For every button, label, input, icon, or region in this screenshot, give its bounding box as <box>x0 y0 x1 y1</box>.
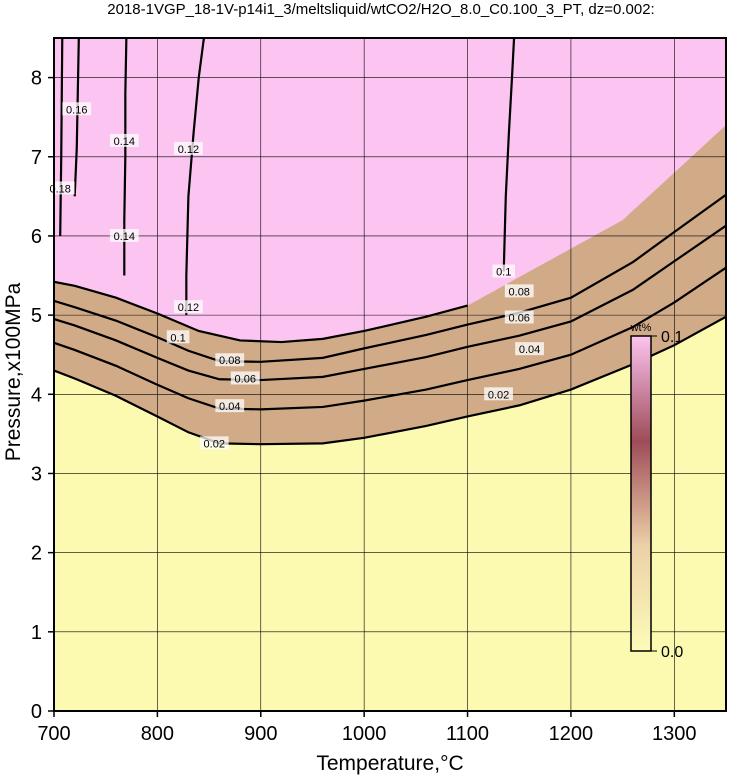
contour-label-text: 0.06 <box>509 312 530 324</box>
contour-label-bg <box>230 371 260 385</box>
contour-label-bg <box>215 353 245 367</box>
y-tick-label: 2 <box>31 543 42 565</box>
contour-label-0.06: 0.06 <box>504 310 534 324</box>
y-tick-label: 8 <box>31 68 42 90</box>
contour-label-text: 0.14 <box>114 136 135 148</box>
colorbar-unit-label: wt% <box>630 322 652 334</box>
y-axis-ticks: 0 1 2 3 4 5 6 7 8 <box>31 68 54 723</box>
colorbar-bar <box>630 335 652 652</box>
colorbar: wt% 0.1 0.0 <box>630 322 684 661</box>
contour-label-0.04: 0.04 <box>215 399 245 413</box>
contour-label-0.1: 0.1 <box>166 330 190 344</box>
contour-label-bg <box>166 330 190 344</box>
contour-label-0.14: 0.14 <box>109 133 139 148</box>
contour-label-bg <box>174 141 203 155</box>
contour-label-bg <box>174 300 203 314</box>
contour-label-0.12: 0.12 <box>174 300 203 314</box>
upper-field-fill <box>54 38 726 343</box>
contour-label-text: 0.16 <box>66 104 87 116</box>
contour-label-bg <box>109 228 139 242</box>
contour-label-0.16: 0.16 <box>62 102 92 116</box>
contour-label-text: 0.02 <box>204 438 225 450</box>
contour-line-0.04 <box>54 266 726 411</box>
contour-lines <box>54 38 726 446</box>
contour-line-0.1 <box>502 38 516 272</box>
contour-line-0.06 <box>54 224 726 382</box>
contour-label-0.02: 0.02 <box>199 436 229 450</box>
contour-label-bg <box>504 310 534 324</box>
contour-label-0.06: 0.06 <box>230 371 260 385</box>
contour-labels: 0.02 0.02 0.04 0.04 0.06 0.06 0.08 0.08 0.1 0.1 0.… <box>45 102 544 450</box>
y-tick-label: 0 <box>31 701 42 723</box>
x-tick-label: 800 <box>141 723 174 745</box>
plot-area: 0.02 0.02 0.04 0.04 0.06 0.06 0.08 0.08 0.1 0.1 0.… <box>45 37 727 712</box>
contour-label-text: 0.18 <box>49 183 70 195</box>
contour-label-text: 0.08 <box>509 286 530 298</box>
x-tick-label: 1200 <box>549 723 594 745</box>
x-tick-label: 1300 <box>652 723 697 745</box>
x-tick-label: 1000 <box>342 723 387 745</box>
contour-label-0.1: 0.1 <box>492 264 516 279</box>
chart-title: 2018-1VGP_18-1V-p14i1_3/meltsliquid/wtCO… <box>107 1 654 18</box>
contour-label-bg <box>504 284 534 298</box>
contour-line-0.16 <box>73 38 80 197</box>
colorbar-min-label: 0.0 <box>661 644 683 661</box>
contour-label-text: 0.12 <box>178 144 199 156</box>
y-tick-label: 3 <box>31 463 42 485</box>
y-tick-label: 5 <box>31 305 42 327</box>
x-tick-label: 1100 <box>446 723 489 745</box>
contour-label-0.12: 0.12 <box>174 141 203 156</box>
contour-line-0.02 <box>54 315 726 446</box>
y-axis-label: Pressure,x100MPa <box>2 282 25 461</box>
y-tick-label: 1 <box>31 622 42 644</box>
contour-label-text: 0.14 <box>114 231 135 243</box>
contour-line-0.1 <box>54 280 468 344</box>
contour-label-0.02: 0.02 <box>484 387 513 401</box>
contour-label-bg <box>199 436 229 450</box>
contour-label-bg <box>215 399 245 413</box>
contour-label-0.08: 0.08 <box>215 353 245 367</box>
y-tick-label: 6 <box>31 226 42 248</box>
contour-label-bg <box>484 387 513 401</box>
contour-label-bg <box>109 133 139 147</box>
contour-label-0.04: 0.04 <box>515 342 544 356</box>
x-axis-ticks: 700 800 900 1000 1100 1200 1300 <box>37 711 697 745</box>
contour-label-text: 0.02 <box>488 389 509 401</box>
contour-label-text: 0.04 <box>219 401 240 413</box>
contour-label-0.18: 0.18 <box>45 181 75 195</box>
plot-frame <box>53 37 727 712</box>
x-tick-label: 900 <box>244 723 277 745</box>
y-tick-label: 7 <box>31 147 42 169</box>
contour-label-bg <box>492 264 516 278</box>
contour-label-text: 0.12 <box>178 302 199 314</box>
colorbar-max-label: 0.1 <box>661 329 683 346</box>
contour-label-text: 0.06 <box>235 373 256 385</box>
contour-line-0.12 <box>185 38 205 316</box>
contour-label-text: 0.04 <box>519 344 540 356</box>
contour-label-bg <box>62 102 92 116</box>
contour-label-text: 0.1 <box>170 332 185 344</box>
contour-line-0.18 <box>59 38 64 236</box>
x-tick-label: 700 <box>37 723 70 745</box>
contour-label-bg <box>515 342 544 356</box>
y-tick-label: 4 <box>31 384 42 406</box>
contour-line-0.08 <box>54 193 726 363</box>
x-axis-label: Temperature,°C <box>316 752 463 775</box>
contour-label-0.14: 0.14 <box>109 228 139 243</box>
contour-label-text: 0.08 <box>219 355 240 367</box>
contour-label-0.08: 0.08 <box>504 284 534 298</box>
contour-label-text: 0.1 <box>496 267 511 279</box>
